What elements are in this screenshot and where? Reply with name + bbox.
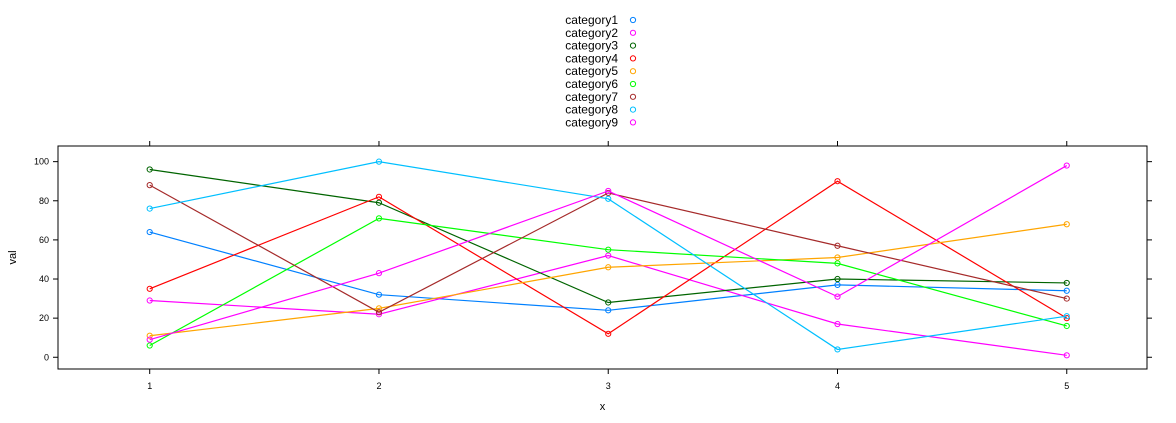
series-line [149, 223, 1067, 337]
data-point [834, 275, 841, 283]
x-tick-label: 4 [835, 381, 840, 391]
legend-marker [629, 119, 637, 126]
data-point [375, 291, 383, 298]
data-point [605, 307, 612, 314]
data-point [146, 228, 153, 236]
legend-label: category2 [565, 26, 618, 40]
data-point [605, 246, 612, 253]
series-line [149, 165, 1068, 341]
data-point [1063, 221, 1070, 228]
series-category8 [146, 158, 1070, 353]
series-line [149, 161, 1067, 351]
data-point [146, 342, 153, 349]
x-tick-label: 3 [606, 381, 611, 391]
data-point [375, 199, 383, 206]
data-point [146, 166, 153, 173]
series-line [149, 217, 1067, 347]
data-point [1063, 162, 1070, 169]
data-point [1063, 322, 1070, 330]
data-point [375, 270, 383, 277]
series-group [146, 158, 1070, 359]
data-point [1063, 315, 1070, 322]
data-point [375, 193, 383, 200]
legend-marker [629, 55, 637, 62]
data-point [375, 309, 383, 316]
data-point [1063, 287, 1070, 294]
data-point [834, 178, 841, 185]
data-point [834, 242, 841, 249]
data-point [834, 260, 841, 267]
y-axis: 0 20 40 60 80 100 [34, 157, 1152, 362]
data-point [605, 195, 612, 202]
data-point [375, 158, 383, 165]
legend: category1category2category3category4cate… [565, 13, 637, 129]
data-point [375, 215, 383, 222]
data-point [605, 189, 612, 197]
legend-label: category4 [565, 51, 618, 65]
data-point [1063, 279, 1070, 287]
data-point [834, 346, 841, 353]
data-point [146, 205, 153, 212]
series-category9 [146, 162, 1070, 343]
data-point [605, 264, 612, 271]
series-line [149, 180, 1068, 335]
y-tick-label: 80 [39, 196, 49, 206]
legend-marker [629, 68, 637, 75]
data-point [146, 336, 153, 343]
data-point [1063, 295, 1070, 302]
legend-label: category7 [565, 90, 618, 104]
legend-label: category6 [565, 77, 618, 91]
series-line [149, 168, 1067, 304]
plot-frame [57, 145, 1148, 370]
legend-marker [629, 80, 637, 88]
data-point [605, 252, 612, 259]
legend-label: category8 [565, 103, 618, 117]
legend-label: category5 [565, 64, 618, 78]
data-point [834, 281, 841, 288]
legend-marker [629, 93, 637, 100]
data-point [605, 330, 612, 337]
y-axis-label: val [7, 250, 19, 264]
x-axis: 1 2 3 4 5 [147, 141, 1069, 391]
series-category3 [146, 166, 1070, 306]
data-point [1063, 313, 1070, 320]
data-point [146, 285, 153, 292]
x-tick-label: 1 [147, 381, 152, 391]
data-point [146, 182, 153, 189]
data-point [834, 320, 841, 328]
series-category6 [146, 215, 1070, 349]
legend-marker [629, 106, 637, 113]
y-tick-label: 0 [44, 352, 49, 362]
data-point [375, 305, 383, 312]
series-category4 [146, 178, 1070, 337]
y-tick-label: 60 [39, 235, 49, 245]
legend-label: category3 [565, 39, 618, 53]
series-category7 [146, 182, 1070, 316]
legend-marker [629, 16, 637, 24]
series-category5 [146, 221, 1070, 339]
series-line [149, 254, 1067, 356]
y-tick-label: 100 [34, 157, 49, 167]
series-line [149, 231, 1067, 311]
y-tick-label: 20 [39, 313, 49, 323]
x-tick-label: 5 [1064, 381, 1069, 391]
data-point [605, 187, 612, 195]
legend-marker [629, 42, 637, 49]
data-point [605, 299, 612, 306]
x-tick-label: 2 [376, 381, 381, 391]
data-point [146, 332, 153, 339]
legend-label: category9 [565, 115, 618, 129]
data-point [146, 297, 153, 304]
legend-marker [629, 29, 637, 36]
series-category1 [146, 228, 1070, 314]
legend-label: category1 [565, 13, 618, 27]
data-point [834, 254, 841, 261]
series-line [149, 184, 1067, 313]
data-point [834, 293, 841, 300]
y-tick-label: 40 [39, 274, 49, 284]
data-point [1063, 352, 1070, 359]
x-axis-label: x [600, 401, 606, 413]
